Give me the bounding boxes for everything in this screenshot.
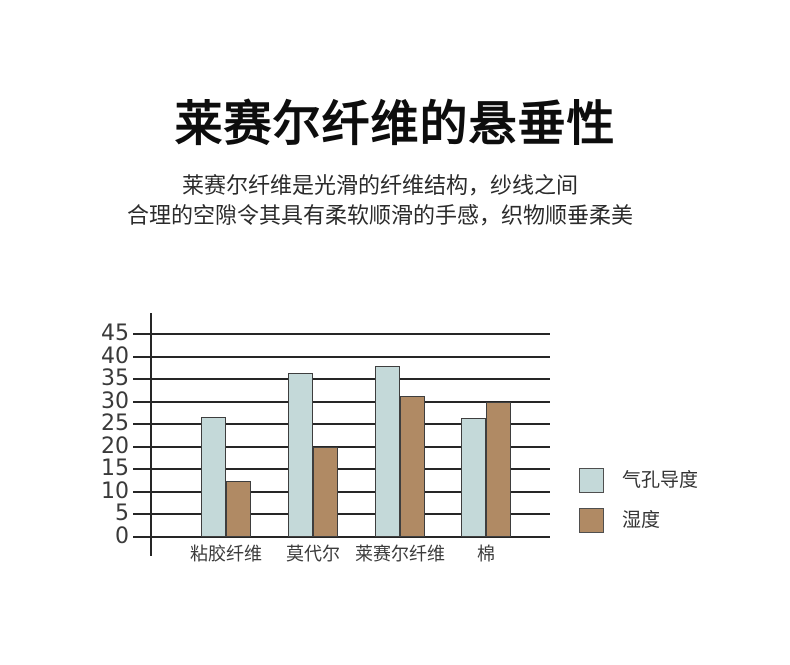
bar-湿度-棉 bbox=[486, 401, 511, 537]
y-tick-label: 20 bbox=[101, 433, 129, 459]
gridline-20 bbox=[133, 445, 550, 448]
legend-label: 气孔导度 bbox=[622, 469, 699, 491]
bar-湿度-莱赛尔纤维 bbox=[400, 395, 425, 537]
legend-swatch-湿度 bbox=[579, 508, 604, 533]
bar-气孔导度-莫代尔 bbox=[288, 373, 313, 537]
y-tick-label: 35 bbox=[101, 366, 129, 392]
y-tick-label: 40 bbox=[101, 343, 129, 369]
bar-湿度-莫代尔 bbox=[313, 446, 338, 537]
gridline-40 bbox=[133, 355, 550, 358]
gridline-25 bbox=[133, 423, 550, 426]
category-label: 粘胶纤维 bbox=[190, 544, 262, 565]
bar-气孔导度-粘胶纤维 bbox=[201, 417, 226, 537]
subtitle-line-2: 合理的空隙令其具有柔软顺滑的手感，织物顺垂柔美 bbox=[126, 204, 633, 229]
y-tick-label: 30 bbox=[101, 388, 129, 414]
bar-气孔导度-棉 bbox=[461, 418, 486, 537]
subtitle-line-1: 莱赛尔纤维是光滑的纤维结构，纱线之间 bbox=[181, 174, 578, 199]
y-tick-label: 10 bbox=[101, 478, 129, 504]
bar-湿度-粘胶纤维 bbox=[226, 480, 251, 537]
gridline-30 bbox=[133, 400, 550, 403]
category-label: 莫代尔 bbox=[286, 544, 340, 565]
y-tick-label: 0 bbox=[115, 524, 129, 549]
y-tick-label: 5 bbox=[115, 501, 129, 527]
legend-label: 湿度 bbox=[622, 509, 661, 531]
gridline-5 bbox=[133, 513, 550, 516]
page-subtitle: 莱赛尔纤维是光滑的纤维结构，纱线之间 合理的空隙令其具有柔软顺滑的手感，织物顺垂… bbox=[0, 172, 760, 232]
gridline-45 bbox=[133, 333, 550, 335]
y-tick-label: 15 bbox=[101, 456, 129, 482]
bar-气孔导度-莱赛尔纤维 bbox=[375, 365, 400, 537]
gridline-15 bbox=[133, 468, 550, 471]
y-tick-label: 25 bbox=[101, 411, 129, 437]
gridline-10 bbox=[133, 490, 550, 493]
category-label: 莱赛尔纤维 bbox=[355, 544, 445, 565]
y-axis-line bbox=[150, 313, 152, 556]
category-label: 棉 bbox=[477, 544, 495, 565]
y-tick-label: 45 bbox=[101, 321, 129, 346]
page-title: 莱赛尔纤维的悬垂性 bbox=[174, 96, 616, 152]
gridline-0 bbox=[133, 536, 550, 538]
legend-swatch-气孔导度 bbox=[579, 468, 604, 493]
gridline-35 bbox=[133, 378, 550, 381]
